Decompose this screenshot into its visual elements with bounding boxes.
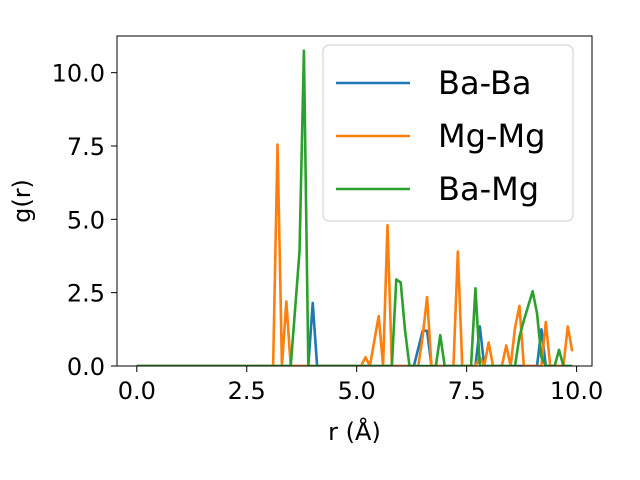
x-axis: 0.0 2.5 5.0 7.5 10.0	[118, 366, 603, 405]
series-line-mg-mg	[136, 143, 574, 366]
legend-label-ba-mg: Ba-Mg	[438, 170, 539, 208]
legend-label-mg-mg: Mg-Mg	[438, 117, 545, 155]
y-axis-title: g(r)	[8, 179, 36, 223]
x-tick-label: 2.5	[228, 377, 266, 405]
axes-frame	[116, 35, 593, 367]
x-tick-label: 7.5	[448, 377, 486, 405]
legend-label-ba-ba: Ba-Ba	[438, 64, 532, 102]
legend: Ba-Ba Mg-Mg Ba-Mg	[322, 44, 574, 222]
y-tick-label: 10.0	[52, 60, 105, 88]
x-tick-label: 0.0	[118, 377, 156, 405]
x-tick-label: 5.0	[338, 377, 376, 405]
y-tick-label: 0.0	[67, 353, 105, 381]
series-line-ba-mg	[136, 49, 573, 366]
y-tick-label: 7.5	[67, 133, 105, 161]
legend-box	[322, 44, 574, 222]
series-line-ba-ba	[136, 301, 573, 366]
x-axis-title: r (Å)	[328, 417, 381, 446]
y-tick-label: 5.0	[67, 206, 105, 234]
series-layer	[136, 49, 574, 366]
y-tick-label: 2.5	[67, 280, 105, 308]
y-axis: 0.0 2.5 5.0 7.5 10.0	[52, 60, 117, 381]
x-tick-label: 10.0	[550, 377, 603, 405]
